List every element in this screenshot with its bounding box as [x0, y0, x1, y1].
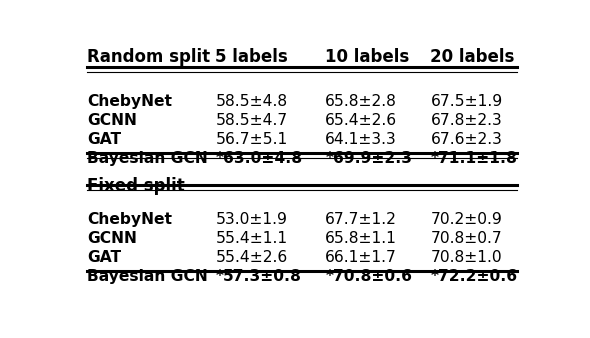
Text: 56.7±5.1: 56.7±5.1: [215, 132, 288, 147]
Text: 66.1±1.7: 66.1±1.7: [325, 250, 397, 265]
Text: ChebyNet: ChebyNet: [87, 212, 172, 227]
Text: 67.6±2.3: 67.6±2.3: [431, 132, 502, 147]
Text: 53.0±1.9: 53.0±1.9: [215, 212, 287, 227]
Text: 63.0±4.8: 63.0±4.8: [223, 151, 302, 166]
Text: GCNN: GCNN: [87, 231, 137, 246]
Text: *: *: [325, 269, 333, 284]
Text: 69.9±2.3: 69.9±2.3: [333, 151, 412, 166]
Text: 65.8±1.1: 65.8±1.1: [325, 231, 397, 246]
Text: 65.8±2.8: 65.8±2.8: [325, 95, 397, 110]
Text: 20 labels: 20 labels: [431, 48, 515, 66]
Text: 70.8±1.0: 70.8±1.0: [431, 250, 502, 265]
Text: Bayesian GCN: Bayesian GCN: [87, 269, 208, 284]
Text: 70.8±0.6: 70.8±0.6: [333, 269, 412, 284]
Text: 67.7±1.2: 67.7±1.2: [325, 212, 397, 227]
Text: 55.4±2.6: 55.4±2.6: [215, 250, 288, 265]
Text: 10 labels: 10 labels: [325, 48, 409, 66]
Text: GCNN: GCNN: [87, 113, 137, 128]
Text: 57.3±0.8: 57.3±0.8: [223, 269, 301, 284]
Text: ChebyNet: ChebyNet: [87, 95, 172, 110]
Text: Random split: Random split: [87, 48, 211, 66]
Text: *: *: [215, 151, 224, 166]
Text: Bayesian GCN: Bayesian GCN: [87, 151, 208, 166]
Text: 67.5±1.9: 67.5±1.9: [431, 95, 503, 110]
Text: 72.2±0.6: 72.2±0.6: [438, 269, 517, 284]
Text: 70.2±0.9: 70.2±0.9: [431, 212, 502, 227]
Text: GAT: GAT: [87, 250, 122, 265]
Text: 70.8±0.7: 70.8±0.7: [431, 231, 502, 246]
Text: 5 labels: 5 labels: [215, 48, 289, 66]
Text: GAT: GAT: [87, 132, 122, 147]
Text: *: *: [215, 269, 224, 284]
Text: 64.1±3.3: 64.1±3.3: [325, 132, 397, 147]
Text: 58.5±4.8: 58.5±4.8: [215, 95, 287, 110]
Text: *: *: [325, 151, 333, 166]
Text: Fixed split: Fixed split: [87, 177, 185, 195]
Text: 71.1±1.8: 71.1±1.8: [438, 151, 517, 166]
Text: 65.4±2.6: 65.4±2.6: [325, 113, 397, 128]
Text: 55.4±1.1: 55.4±1.1: [215, 231, 287, 246]
Text: 67.8±2.3: 67.8±2.3: [431, 113, 502, 128]
Text: 58.5±4.7: 58.5±4.7: [215, 113, 288, 128]
Text: *: *: [431, 269, 438, 284]
Text: *: *: [431, 151, 438, 166]
